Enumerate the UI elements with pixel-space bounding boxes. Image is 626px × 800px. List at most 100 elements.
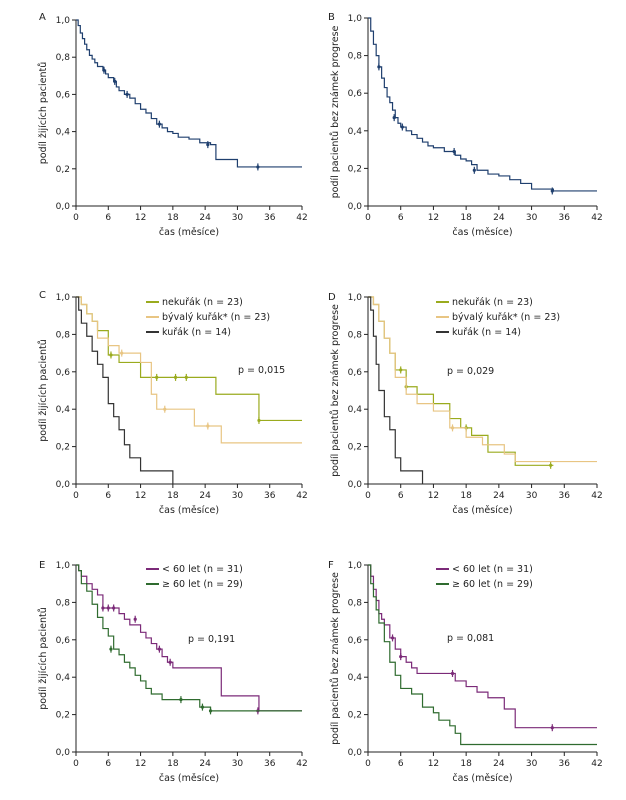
panel-d-series-1-censor-dot [450,426,455,430]
panel-c-x-tick-label: 42 [296,491,307,501]
panel-d-legend-label: bývalý kuřák* (n = 23) [452,312,560,323]
panel-d-y-tick-label: 0,8 [348,330,363,340]
panel-d-y-tick-label: 1,0 [348,293,363,303]
panel-f-y-axis-label: podíl pacientů bez známek progrese [330,572,341,745]
panel-a-x-tick-label: 6 [105,213,111,223]
panel-b-series-0-censor-dot [377,65,381,69]
panel-d-x-tick-label: 36 [559,491,571,501]
panel-f-series-0-censor-dot [390,636,395,640]
panel-c-x-tick-label: 18 [167,491,179,501]
panel-d-series-0-censor-dot [399,368,403,372]
panel-d-x-tick-label: 0 [365,491,371,501]
panel-c-series-2-curve [76,296,174,484]
panel-c-y-tick-label: 0,6 [56,368,71,378]
panel-a-x-axis-label: čas (měsíce) [159,227,219,238]
panel-e-y-tick-label: 1,0 [56,561,71,571]
panel-f-x-tick-label: 42 [591,759,602,769]
panel-b-y-tick-label: 1,0 [348,14,363,24]
panel-c-legend-label: kuřák (n = 14) [162,327,231,338]
panel-e-series-1-censor-dot [179,698,183,702]
panel-e-x-tick-label: 18 [167,759,179,769]
panel-a-y-tick-label: 0,6 [56,90,71,100]
panel-a-series-0-censor-dot [125,92,129,96]
panel-b-x-tick-label: 12 [428,213,439,223]
panel-b-x-tick-label: 42 [591,213,602,223]
panel-b-series-0-censor-dot [400,125,404,129]
panel-f-series-1-curve [368,564,597,746]
panel-d-x-tick-label: 24 [493,491,505,501]
panel-b-series-0-censor-dot [452,149,456,154]
panel-a-series-0-censor-dot [157,122,162,126]
panel-c-p-value: p = 0,015 [238,365,285,376]
panel-f-x-tick-label: 30 [526,759,538,769]
panel-e-series-0-censor-dot [168,660,172,664]
panel-c-series-0-censor-dot [257,418,261,423]
panel-f-letter: F [328,560,334,571]
panel-f-x-tick-label: 18 [460,759,472,769]
panel-d-y-tick-label: 0,0 [348,480,363,490]
panel-c-x-tick-label: 0 [73,491,79,501]
panel-b-x-tick-label: 18 [460,213,472,223]
panel-a-y-axis-label: podíl žijících pacientů [38,62,49,165]
panel-d-y-tick-label: 0,6 [348,368,363,378]
panel-c-legend-label: nekuřák (n = 23) [162,297,243,308]
panel-d-series-0-censor-dot [549,463,553,467]
panel-c-x-tick-label: 30 [232,491,244,501]
panel-c-x-tick-label: 24 [199,491,211,501]
panel-f-y-tick-label: 1,0 [348,561,363,571]
panel-f-p-value: p = 0,081 [447,633,494,644]
panel-b-series-0-censor-dot [392,116,396,120]
panel-c-y-tick-label: 0,4 [56,405,71,415]
panel-e-series-0-censor-dot [101,606,105,610]
panel-e-series-0-censor-dot [133,617,137,621]
panel-f-y-tick-label: 0,6 [348,636,363,646]
panel-e-x-tick-label: 36 [264,759,276,769]
panel-f-legend-label: < 60 let (n = 31) [452,564,533,575]
panel-e-y-tick-label: 0,0 [56,748,71,758]
panel-e-series-1-curve [76,564,302,712]
panel-b-x-tick-label: 36 [559,213,571,223]
panel-b-series-0-censor-dot [472,168,476,172]
panel-c-series-1-censor-dot [206,424,210,428]
panel-a-series-0-censor-dot [206,143,210,147]
panel-a-x-tick-label: 12 [135,213,146,223]
panel-a-series-0-curve [76,19,302,168]
panel-f-x-axis-label: čas (měsíce) [452,773,512,784]
panel-e-y-axis-label: podíl žijících pacientů [38,607,49,710]
panel-c-y-axis-label: podíl žijících pacientů [38,339,49,442]
panel-c-y-tick-label: 1,0 [56,293,71,303]
panel-c-series-0-censor-dot [184,375,188,380]
panel-d-x-tick-label: 12 [428,491,439,501]
panel-c-series-0-censor-dot [109,353,113,357]
panel-d-series-1-curve [368,296,597,463]
panel-d-x-tick-label: 6 [398,491,404,501]
panel-b-x-tick-label: 0 [365,213,371,223]
panel-c-y-tick-label: 0,2 [56,443,70,453]
panel-d-p-value: p = 0,029 [447,366,494,377]
panel-c-x-tick-label: 12 [135,491,146,501]
panel-b-y-tick-label: 0,6 [348,89,363,99]
panel-c-legend-label: bývalý kuřák* (n = 23) [162,312,270,323]
panel-e-series-0-censor-dot [157,647,162,651]
panel-a-series-0-censor-dot [256,165,260,169]
panel-e-x-tick-label: 42 [296,759,307,769]
panel-a-y-tick-label: 1,0 [56,16,71,26]
panel-f-y-tick-label: 0,8 [348,598,363,608]
panel-e-x-tick-label: 12 [135,759,146,769]
panel-e-x-tick-label: 6 [105,759,111,769]
panel-a-series-0-censor-dot [113,79,117,83]
panel-e-legend-label: ≥ 60 let (n = 29) [162,579,243,590]
panel-f-series-0-censor-dot [450,671,455,676]
panel-b-x-tick-label: 24 [493,213,505,223]
panel-e-x-tick-label: 24 [199,759,211,769]
panel-d-y-axis-label: podíl pacientů bez známek progrese [330,304,341,477]
panel-d-y-tick-label: 0,4 [348,405,363,415]
panel-c-y-tick-label: 0,0 [56,480,71,490]
panel-d-x-tick-label: 18 [460,491,472,501]
panel-b-y-axis-label: podíl pacientů bez známek progrese [330,25,341,198]
panel-b-series-0-censor-dot [550,189,554,193]
panel-e-series-0-censor-dot [112,606,116,610]
panel-d-series-2-curve [368,296,424,484]
panel-a-x-tick-label: 18 [167,213,179,223]
panel-e-x-tick-label: 0 [73,759,79,769]
